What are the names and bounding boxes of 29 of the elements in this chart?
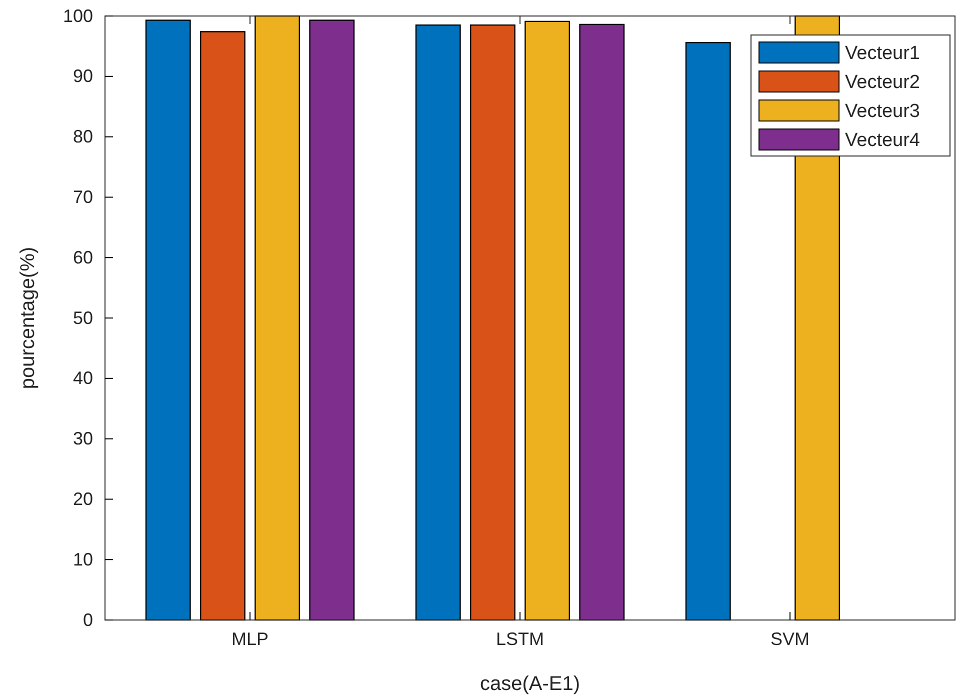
bar: [145, 20, 191, 621]
y-axis-title: pourcentage(%): [17, 246, 39, 390]
bar: [524, 20, 570, 621]
bar: [685, 42, 731, 621]
y-tick-label: 100: [62, 6, 93, 26]
y-tick-label: 90: [72, 66, 93, 86]
y-tick-label: 30: [72, 428, 93, 449]
legend-label: Vecteur3: [845, 101, 920, 122]
y-tick-label: 10: [72, 549, 93, 570]
x-tick-label: MLP: [231, 628, 269, 649]
bar: [200, 31, 246, 621]
y-tick-label: 80: [72, 126, 93, 147]
bar: [470, 24, 516, 621]
y-tick-label: 0: [82, 610, 93, 630]
x-tick-label: LSTM: [496, 628, 544, 649]
bar: [309, 20, 355, 621]
bar: [579, 24, 625, 621]
bar: [254, 15, 300, 621]
legend-label: Vecteur4: [845, 130, 920, 151]
legend-label: Vecteur2: [845, 72, 920, 93]
y-tick-label: 20: [72, 488, 93, 509]
bar: [415, 24, 461, 621]
y-tick-label: 70: [72, 186, 93, 207]
legend-label: Vecteur1: [845, 43, 920, 64]
y-tick-label: 40: [72, 368, 93, 388]
y-tick-label: 50: [72, 308, 93, 328]
y-tick-label: 60: [72, 247, 93, 268]
x-tick-label: SVM: [770, 628, 810, 649]
x-axis-title: case(A-E1): [480, 673, 580, 695]
